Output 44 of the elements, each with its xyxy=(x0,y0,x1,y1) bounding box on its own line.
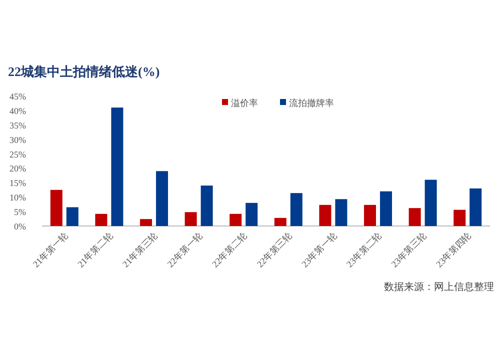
y-tick-label: 40% xyxy=(10,106,26,116)
bar xyxy=(230,214,242,226)
bar xyxy=(424,180,437,226)
bar xyxy=(66,207,78,226)
bar xyxy=(319,204,332,226)
x-tick-label: 23年第二轮 xyxy=(344,230,384,270)
bar xyxy=(111,108,124,226)
legend-label: 流拍撤牌率 xyxy=(289,98,334,108)
bar xyxy=(50,190,62,226)
legend-label: 溢价率 xyxy=(231,98,258,108)
source-note: 数据来源：网上信息整理 xyxy=(384,281,494,293)
bar xyxy=(290,193,302,226)
x-tick-label: 21年第二轮 xyxy=(76,230,115,270)
bar xyxy=(184,212,197,226)
x-tick-label: 22年第二轮 xyxy=(210,230,250,270)
y-tick-label: 20% xyxy=(10,164,26,174)
bar xyxy=(470,188,482,226)
bar xyxy=(246,202,258,226)
x-tick-label: 22年第三轮 xyxy=(254,230,294,270)
y-tick-label: 15% xyxy=(10,178,26,188)
x-tick-label: 23年第四轮 xyxy=(434,230,474,270)
bar xyxy=(274,218,286,226)
x-tick-label: 22年第一轮 xyxy=(165,230,204,270)
bar xyxy=(140,219,152,226)
bar xyxy=(380,191,392,226)
chart-title: 22城集中土拍情绪低迷(%) xyxy=(8,64,160,79)
y-tick-label: 45% xyxy=(10,92,26,102)
y-tick-label: 5% xyxy=(14,207,26,218)
x-tick-label: 21年第三轮 xyxy=(120,230,160,270)
y-tick-label: 25% xyxy=(10,149,26,160)
bar xyxy=(408,208,421,226)
bar xyxy=(200,186,213,226)
bar xyxy=(364,204,376,226)
x-tick-label: 21年第一轮 xyxy=(30,230,70,270)
x-tick-label: 23年第一轮 xyxy=(300,230,339,270)
y-tick-label: 10% xyxy=(10,192,26,203)
bar xyxy=(95,214,108,226)
bar xyxy=(156,171,168,226)
bar xyxy=(454,210,466,226)
y-tick-label: 35% xyxy=(10,120,26,130)
x-tick-label: 23年第三轮 xyxy=(389,230,428,270)
y-tick-label: 30% xyxy=(10,134,26,145)
bar xyxy=(335,199,348,226)
y-tick-label: 0% xyxy=(14,222,26,232)
